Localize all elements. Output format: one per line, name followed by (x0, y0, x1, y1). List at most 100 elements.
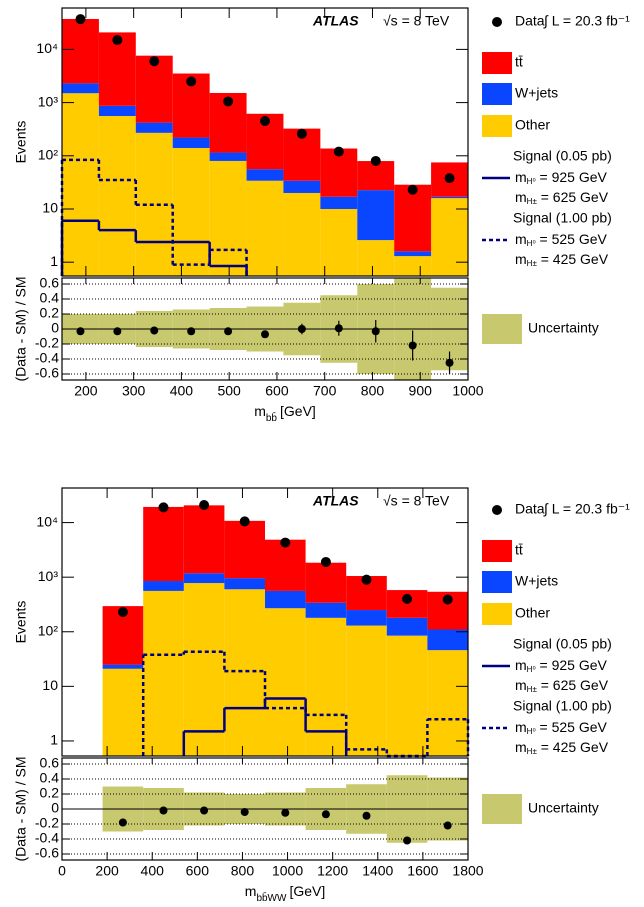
stack-bar (357, 190, 395, 241)
mass-subscript: H⁰ (527, 239, 536, 248)
ratio-point (118, 818, 127, 827)
data-point (361, 574, 372, 585)
ratio-point (297, 325, 306, 333)
ratio-y-axis-label: (Data - SM) / SM (13, 276, 29, 381)
stack-bar (265, 590, 306, 609)
ratio-frame (61, 757, 469, 861)
legend-data-marker (492, 17, 502, 27)
mass-text: = 925 GeV (536, 657, 608, 673)
x-tick-label: 600 (186, 863, 210, 879)
mass-text: = 425 GeV (537, 739, 609, 755)
mass-text: = 625 GeV (537, 677, 609, 693)
atlas-label: ATLAS (312, 13, 359, 29)
mass-symbol: m (515, 739, 527, 755)
mass-subscript: H⁰ (527, 177, 536, 186)
ratio-point (150, 326, 159, 335)
ratio-y-tick-label: -0.4 (35, 830, 59, 846)
mass-text: = 525 GeV (536, 231, 608, 247)
y-tick-label: 10³ (38, 93, 59, 109)
stack-bar (209, 152, 247, 161)
stack-bar (98, 115, 136, 277)
mass-subscript: H± (527, 259, 538, 268)
legend-swatch (482, 794, 522, 824)
legend-swatch (482, 52, 512, 74)
legend-label: W+jets (515, 573, 558, 589)
x-axis-label: mbb̄WW [GeV] (245, 883, 325, 904)
y-tick-label: 10⁴ (36, 40, 58, 56)
ratio-point (187, 327, 196, 336)
x-label-symbol: m (254, 403, 266, 419)
stack-bar (283, 192, 321, 276)
mass-symbol: m (515, 657, 527, 673)
stack-bar (346, 625, 387, 756)
y-axis-label: Events (13, 601, 29, 644)
x-tick-label: 0 (58, 863, 66, 879)
data-point (320, 556, 331, 567)
ratio-y-tick-label: 0.4 (40, 290, 60, 306)
stack-bar (102, 664, 144, 669)
data-point (199, 499, 210, 510)
legend-label: Other (515, 605, 550, 621)
stack-bar (394, 184, 432, 252)
data-point (239, 516, 250, 527)
atlas-label: ATLAS (312, 493, 359, 509)
legend-mass-label: mH± = 425 GeV (515, 251, 609, 268)
x-tick-label: 1600 (407, 863, 438, 879)
y-tick-label: 10 (42, 200, 58, 216)
mass-symbol: m (515, 677, 527, 693)
ratio-point (200, 806, 209, 815)
x-tick-label: 1400 (362, 863, 393, 879)
legend-label: Data (515, 501, 545, 517)
x-tick-label: 1000 (272, 863, 303, 879)
stack-bar (62, 83, 99, 94)
x-tick-label: 600 (265, 383, 289, 399)
data-point (158, 502, 169, 513)
stack-bar (62, 18, 99, 84)
x-tick-label: 900 (409, 383, 433, 399)
data-point (280, 537, 291, 548)
data-point (149, 56, 160, 67)
data-point (117, 607, 128, 618)
stack-bar (209, 160, 247, 276)
stack-bar (183, 505, 225, 574)
legend-mass-label: mH± = 625 GeV (515, 189, 609, 206)
mass-symbol: m (515, 189, 527, 205)
data-point (370, 155, 381, 166)
legend-label: Signal (0.05 pb) (513, 636, 612, 652)
stack-bar (305, 602, 347, 618)
y-tick-label: 10 (42, 677, 58, 693)
stack-bar (394, 256, 432, 276)
mass-text: = 525 GeV (536, 719, 608, 735)
ratio-y-tick-label: -0.2 (35, 335, 59, 351)
ratio-y-axis-label: (Data - SM) / SM (13, 756, 29, 861)
legend-mass-label: mH± = 425 GeV (515, 739, 609, 756)
ratio-y-tick-label: 0.6 (40, 275, 60, 291)
stack-bar (224, 578, 265, 590)
ratio-point (240, 808, 249, 816)
stack-bar (431, 196, 468, 199)
ratio-point (321, 810, 330, 819)
data-point (223, 96, 234, 107)
ratio-point (224, 327, 233, 336)
legend-data-marker (492, 505, 502, 515)
stack-bar (98, 105, 136, 116)
y-axis-label: Events (13, 121, 29, 164)
stack-bar (305, 617, 347, 756)
stack-bar (135, 55, 173, 123)
data-point (333, 146, 344, 157)
mass-text: = 425 GeV (537, 251, 609, 267)
legend-mass-label: mH± = 625 GeV (515, 677, 609, 694)
mass-subscript: H± (527, 747, 538, 756)
mass-text: = 625 GeV (537, 189, 609, 205)
ratio-y-tick-label: -0.2 (35, 815, 59, 831)
ratio-frame (61, 277, 469, 381)
main-frame (61, 487, 469, 757)
x-tick-label: 1000 (452, 383, 483, 399)
y-tick-label: 10² (38, 622, 59, 638)
ratio-point (371, 327, 380, 336)
stack-bar (143, 506, 184, 582)
y-tick-label: 10⁴ (36, 513, 58, 529)
mass-text: = 925 GeV (536, 169, 608, 185)
energy-label: √s = 8 TeV (383, 13, 450, 29)
